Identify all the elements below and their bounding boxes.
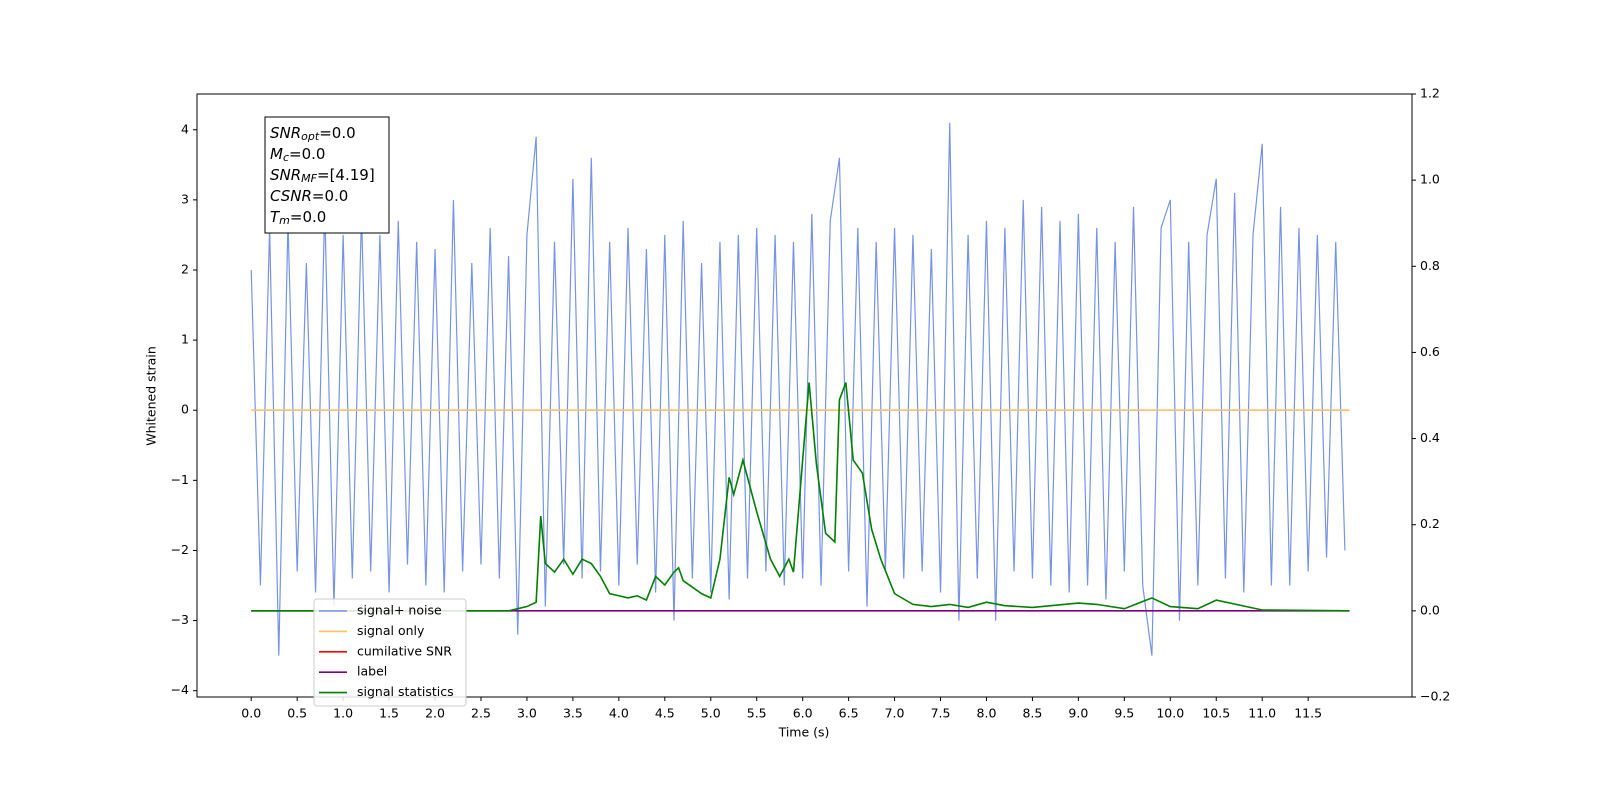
x-tick-label: 7.5 [931,706,951,721]
annotation-line: CSNR=0.0 [270,187,348,205]
y-tick-label: −3 [171,612,189,627]
x-tick-label: 10.0 [1156,706,1184,721]
legend-label: signal+ noise [357,603,442,618]
annotation-line: Mc=0.0 [270,145,325,165]
x-tick-label: 6.0 [793,706,813,721]
y2-tick-label: −0.2 [1420,689,1450,704]
x-tick-label: 10.5 [1202,706,1230,721]
y2-tick-label: 0.2 [1420,516,1440,531]
annotation-value: =0.0 [289,145,325,163]
x-tick-label: 3.5 [563,706,583,721]
legend-label: label [357,664,387,679]
legend-label: cumilative SNR [357,643,452,658]
x-tick-label: 0.0 [241,706,261,721]
y-tick-label: −1 [171,472,189,487]
y2-tick-label: 1.2 [1420,86,1440,101]
x-tick-label: 1.5 [379,706,399,721]
y2-tick-label: 0.8 [1420,258,1440,273]
annotation-sub: MF [301,172,317,185]
annotation-value: =[4.19] [317,166,375,184]
annotation-name: SNR [270,166,301,184]
annotation-name: SNR [270,124,301,142]
x-tick-label: 2.0 [425,706,445,721]
x-tick-label: 1.0 [333,706,353,721]
y-axis-label: Whitened strain [144,346,159,445]
x-tick-label: 5.5 [747,706,767,721]
annotation-sub: c [283,151,289,164]
y2-tick-label: 0.6 [1420,344,1440,359]
annotation-value: =0.0 [312,187,348,205]
x-tick-label: 2.5 [471,706,491,721]
x-axis-label: Time (s) [778,725,830,740]
x-tick-label: 8.5 [1022,706,1042,721]
x-tick-label: 9.0 [1068,706,1088,721]
x-tick-label: 5.0 [701,706,721,721]
x-tick-label: 7.0 [885,706,905,721]
annotation-line: Tm=0.0 [270,208,326,228]
y-tick-label: −2 [171,542,189,557]
legend-box [313,598,467,707]
legend-label: signal statistics [357,684,454,699]
annotation-sub: opt [301,130,320,143]
series-line [250,122,1346,656]
y-tick-label: 4 [181,121,189,136]
annotation-name: CSNR [270,187,312,205]
y-tick-label: 2 [181,261,189,276]
x-tick-label: 8.0 [977,706,997,721]
y-tick-label: 3 [181,191,189,206]
y2-tick-label: 0.4 [1420,430,1440,445]
plot-frame [196,93,1413,698]
x-tick-label: 4.5 [655,706,675,721]
annotation-value: =0.0 [319,124,355,142]
annotation-name: T [270,208,281,226]
y2-tick-label: 0.0 [1420,602,1440,617]
annotation-line: SNRMF=[4.19] [270,166,375,186]
x-tick-label: 11.5 [1294,706,1322,721]
annotation-line: SNRopt=0.0 [270,124,356,144]
y-tick-label: 0 [181,402,189,417]
legend-label: signal only [357,623,425,638]
x-tick-label: 11.0 [1248,706,1276,721]
y-tick-label: −4 [171,682,189,697]
x-tick-label: 0.5 [287,706,307,721]
x-tick-label: 3.0 [517,706,537,721]
y-tick-label: 1 [181,332,189,347]
series-line [251,382,1350,612]
annotation-name: M [270,145,283,163]
x-tick-label: 4.0 [609,706,629,721]
annotation-box [264,116,390,234]
y2-tick-label: 1.0 [1420,172,1440,187]
annotation-sub: m [279,214,290,227]
annotation-value: =0.0 [290,208,326,226]
x-tick-label: 9.5 [1114,706,1134,721]
x-tick-label: 6.5 [839,706,859,721]
